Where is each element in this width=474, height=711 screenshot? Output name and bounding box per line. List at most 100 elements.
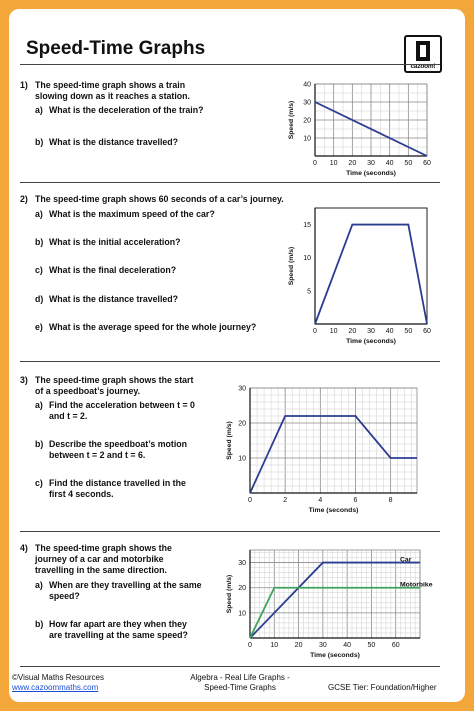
x-tick-label: 0 bbox=[248, 642, 252, 649]
part-text: When are they travelling at the same bbox=[49, 580, 202, 590]
x-tick-label: 20 bbox=[348, 328, 356, 335]
x-tick-label: 60 bbox=[423, 328, 431, 335]
x-tick-label: 2 bbox=[283, 497, 287, 504]
footer-copyright: ©Visual Maths Resources bbox=[12, 673, 105, 682]
part-letter: c) bbox=[35, 478, 43, 488]
series-line bbox=[314, 223, 428, 325]
x-tick-label: 50 bbox=[404, 328, 412, 335]
x-tick-label: 20 bbox=[295, 642, 303, 649]
divider bbox=[20, 182, 440, 183]
y-axis-label: Speed (m/s) bbox=[288, 101, 295, 140]
part-text: What is the maximum speed of the car? bbox=[49, 209, 215, 219]
y-axis-label: Speed (m/s) bbox=[226, 421, 233, 460]
y-tick-label: 30 bbox=[303, 100, 311, 107]
part-letter: b) bbox=[35, 237, 44, 247]
y-tick-label: 20 bbox=[238, 585, 246, 592]
x-tick-label: 0 bbox=[248, 497, 252, 504]
y-tick-label: 10 bbox=[238, 610, 246, 617]
part-text: How far apart are they when they bbox=[49, 619, 187, 629]
part-text: What is the final deceleration? bbox=[49, 265, 177, 275]
part-text: What is the distance travelled? bbox=[49, 137, 179, 147]
part-letter: e) bbox=[35, 322, 43, 332]
part-text: Find the acceleration between t = 0 bbox=[49, 400, 195, 410]
footer-website-link[interactable]: www.cazoommaths.com bbox=[12, 683, 99, 692]
part-text: What is the deceleration of the train? bbox=[49, 105, 204, 115]
part-letter: a) bbox=[35, 400, 43, 410]
part-text: Describe the speedboat’s motion bbox=[49, 439, 188, 449]
x-tick-label: 6 bbox=[354, 497, 358, 504]
y-tick-label: 10 bbox=[303, 136, 311, 143]
question-text: The speed-time graph shows the start bbox=[35, 375, 194, 385]
part-letter: d) bbox=[35, 294, 44, 304]
chart-car-journey: 0 10 20 30 40 50 60 5 10 15 Time (seconds) Speed (m… bbox=[288, 207, 431, 345]
y-tick-label: 30 bbox=[238, 386, 246, 393]
part-letter: a) bbox=[35, 209, 43, 219]
part-letter: b) bbox=[35, 439, 44, 449]
part-letter: b) bbox=[35, 137, 44, 147]
chart-speedboat-journey: 0 2 4 6 8 10 20 30 Time (seconds) Speed (m/s) bbox=[226, 386, 418, 514]
part-text: What is the average speed for the whole … bbox=[49, 322, 257, 332]
part-text: What is the distance travelled? bbox=[49, 294, 179, 304]
x-tick-label: 20 bbox=[348, 160, 356, 167]
part-letter: c) bbox=[35, 265, 43, 275]
series-line bbox=[314, 101, 428, 157]
y-axis-label: Speed (m/s) bbox=[288, 247, 295, 286]
y-tick-label: 10 bbox=[303, 255, 311, 262]
part-text: Find the distance travelled in the bbox=[49, 478, 186, 488]
x-tick-label: 4 bbox=[318, 497, 322, 504]
part-letter: b) bbox=[35, 619, 44, 629]
y-tick-label: 15 bbox=[303, 222, 311, 229]
question-text: journey of a car and motorbike bbox=[35, 554, 164, 564]
question-number: 3) bbox=[20, 375, 28, 385]
y-tick-label: 30 bbox=[238, 560, 246, 567]
part-text: between t = 2 and t = 6. bbox=[49, 450, 146, 460]
y-tick-label: 40 bbox=[303, 82, 311, 89]
footer-topic: Algebra - Real Life Graphs - bbox=[190, 673, 290, 682]
x-tick-label: 30 bbox=[319, 642, 327, 649]
series-label: Motorbike bbox=[400, 582, 433, 589]
divider bbox=[20, 666, 440, 667]
footer-subtopic: Speed-Time Graphs bbox=[204, 683, 276, 692]
question-text: travelling in the same direction. bbox=[35, 565, 167, 575]
x-tick-label: 10 bbox=[330, 328, 338, 335]
x-tick-label: 50 bbox=[368, 642, 376, 649]
series-label: Car bbox=[400, 557, 412, 564]
cazoom-logo-text: cazoom! bbox=[410, 63, 436, 70]
question-text: of a speedboat’s journey. bbox=[35, 386, 141, 396]
divider bbox=[20, 361, 440, 362]
y-tick-label: 20 bbox=[238, 421, 246, 428]
x-tick-label: 10 bbox=[330, 160, 338, 167]
x-tick-label: 40 bbox=[386, 160, 394, 167]
question-text: The speed-time graph shows 60 seconds of… bbox=[35, 194, 284, 204]
question-text: slowing down as it reaches a station. bbox=[35, 91, 190, 101]
question-number: 2) bbox=[20, 194, 28, 204]
cazoom-logo-icon bbox=[416, 41, 430, 61]
y-tick-label: 20 bbox=[303, 118, 311, 125]
footer-left: ©Visual Maths Resources www.cazoommaths.… bbox=[12, 673, 104, 693]
x-tick-label: 60 bbox=[392, 642, 400, 649]
plot-area bbox=[250, 550, 420, 638]
x-tick-label: 0 bbox=[313, 160, 317, 167]
footer-tier: GCSE Tier: Foundation/Higher bbox=[328, 683, 437, 692]
divider bbox=[20, 64, 440, 65]
part-text: What is the initial acceleration? bbox=[49, 237, 181, 247]
series-line bbox=[249, 561, 420, 639]
series-line bbox=[249, 415, 417, 494]
part-letter: a) bbox=[35, 580, 43, 590]
question-text: The speed-time graph shows the bbox=[35, 543, 172, 553]
x-axis-label: Time (seconds) bbox=[346, 338, 396, 345]
question-text: The speed-time graph shows a train bbox=[35, 80, 186, 90]
x-axis-label: Time (seconds) bbox=[310, 652, 360, 659]
x-axis-label: Time (seconds) bbox=[346, 170, 396, 177]
x-tick-label: 0 bbox=[313, 328, 317, 335]
x-tick-label: 50 bbox=[404, 160, 412, 167]
part-text: are travelling at the same speed? bbox=[49, 630, 188, 640]
y-tick-label: 10 bbox=[238, 456, 246, 463]
divider bbox=[20, 531, 440, 532]
x-tick-label: 10 bbox=[270, 642, 278, 649]
x-tick-label: 8 bbox=[389, 497, 393, 504]
part-text: speed? bbox=[49, 591, 80, 601]
x-tick-label: 60 bbox=[423, 160, 431, 167]
x-tick-label: 30 bbox=[367, 160, 375, 167]
x-axis-label: Time (seconds) bbox=[309, 507, 359, 514]
